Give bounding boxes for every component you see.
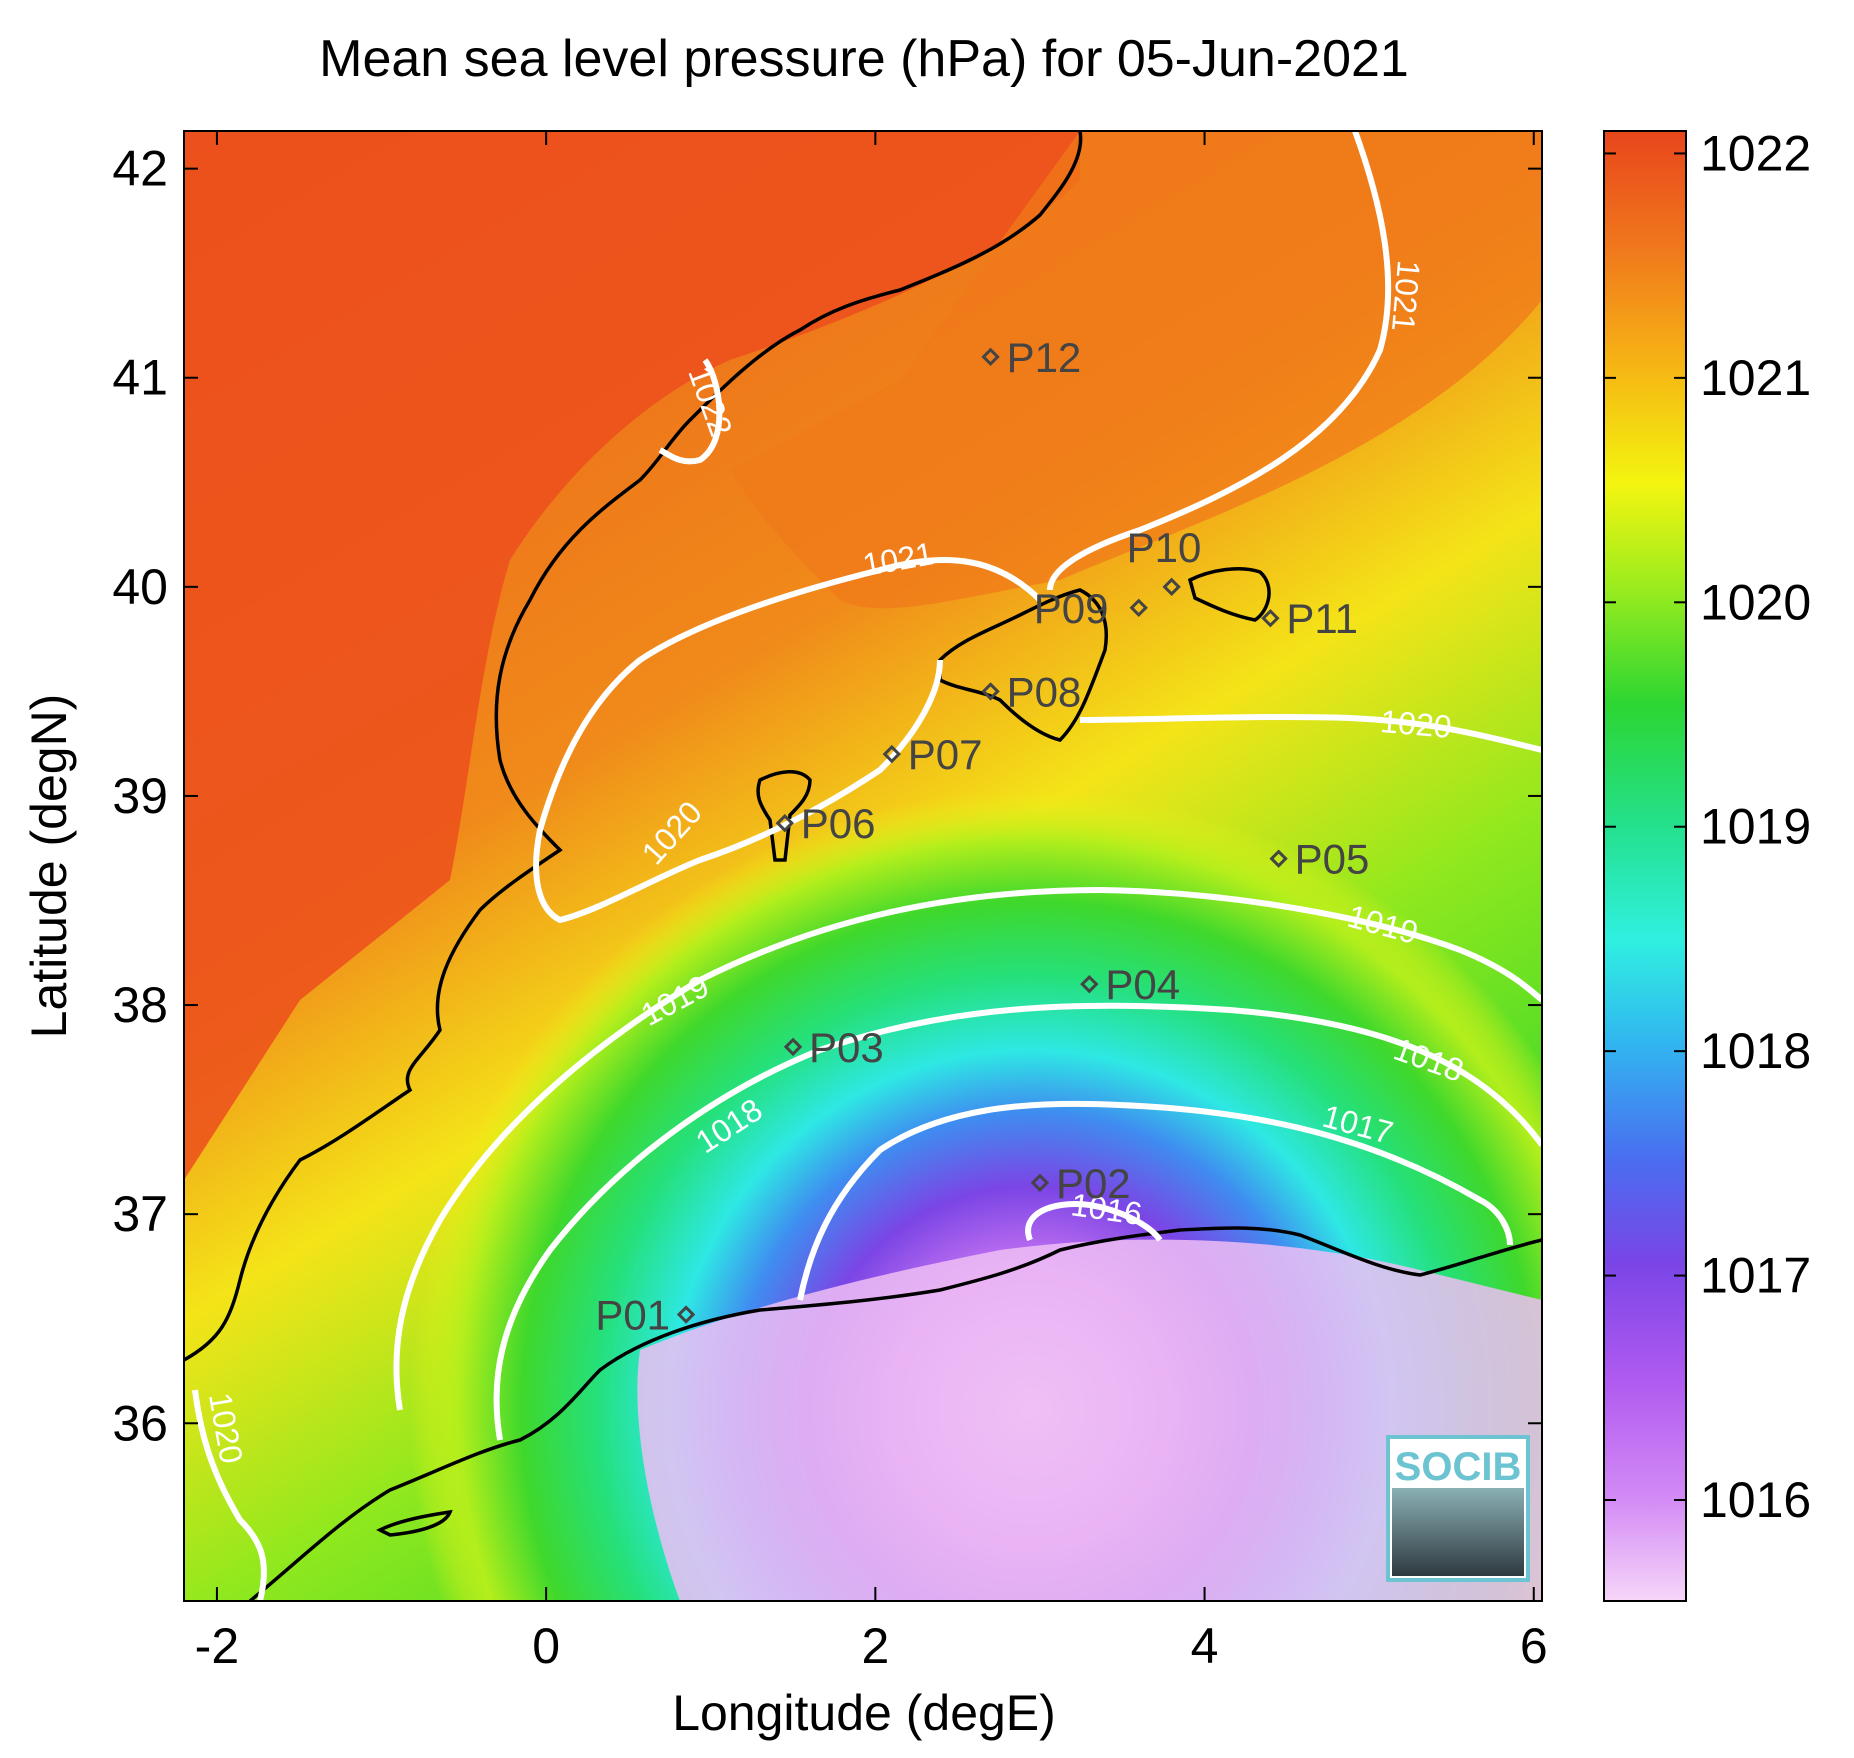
- isobar-1016: [1025, 1201, 1163, 1242]
- station-label: P04: [1105, 961, 1180, 1008]
- isobar-1022: [658, 358, 723, 465]
- x-tick-label: 0: [532, 1618, 560, 1674]
- y-tick-label: 42: [112, 141, 168, 197]
- colorbar-tick-label: 1020: [1700, 574, 1811, 630]
- station-marker: [775, 813, 795, 833]
- x-tick-label: 6: [1520, 1618, 1548, 1674]
- station-label: P07: [908, 731, 983, 778]
- plot-title: Mean sea level pressure (hPa) for 05-Jun…: [319, 30, 1409, 88]
- colorbar-tick-label: 1019: [1700, 799, 1811, 855]
- station-label: P10: [1127, 524, 1202, 571]
- station-label: P02: [1056, 1160, 1131, 1207]
- isobar-1021-east: [1047, 131, 1392, 591]
- plot-area: 1022 1021 1021 1020 1020 1020 1019 1019 …: [184, 131, 1542, 1601]
- station-label: P05: [1295, 836, 1370, 883]
- station-marker: [1269, 849, 1288, 868]
- north-africa-coastline: [248, 1226, 1542, 1601]
- station-marker: [1162, 577, 1181, 597]
- isobar-1020: [1079, 714, 1542, 753]
- station-marker: [981, 347, 1000, 367]
- alboran-island: [376, 1509, 453, 1537]
- ibiza-coastline: [756, 770, 812, 862]
- station-label: P06: [801, 800, 876, 847]
- colorbar-tick-label: 1017: [1700, 1248, 1811, 1304]
- colorbar-tick-label: 1018: [1700, 1023, 1811, 1079]
- isobar-1017: [797, 1100, 1513, 1301]
- x-axis: -2 0 2 4 6: [195, 131, 1548, 1674]
- y-axis: 36 37 38 39 40 41 42: [112, 141, 1542, 1451]
- y-tick-label: 37: [112, 1186, 168, 1242]
- x-tick-label: 4: [1191, 1618, 1219, 1674]
- station-marker: [882, 744, 901, 764]
- station-marker: [676, 1305, 696, 1324]
- station-marker: [1129, 598, 1148, 617]
- y-tick-label: 38: [112, 977, 168, 1033]
- y-tick-label: 41: [112, 350, 168, 406]
- iberian-coastline: [184, 131, 1083, 1362]
- x-tick-label: 2: [861, 1618, 889, 1674]
- station-marker: [783, 1037, 803, 1057]
- station-label: P01: [595, 1292, 670, 1339]
- station-label: P08: [1007, 668, 1082, 715]
- y-tick-label: 39: [112, 768, 168, 824]
- isobar-1021-west: [533, 557, 1043, 924]
- stations: P01 P02 P03 P04 P05 P06 P07 P08 P09 P10 P11 P12: [595, 334, 1369, 1339]
- isobars: [192, 131, 1542, 1601]
- colorbar-gradient: [1603, 130, 1687, 1602]
- mallorca-coastline: [938, 588, 1108, 742]
- station-marker: [981, 682, 1000, 701]
- contour-label-1021-east: 1021: [1385, 259, 1427, 333]
- menorca-coastline: [1187, 566, 1271, 622]
- station-marker: [1080, 974, 1099, 994]
- north-africa-low-region: [637, 1239, 1542, 1601]
- isobar-1019: [393, 886, 1542, 1411]
- colorbar: 1016 1017 1018 1019 1020 1021 1022: [1603, 125, 1811, 1602]
- station-marker: [1261, 609, 1280, 628]
- y-axis-title: Latitude (degN): [21, 694, 77, 1039]
- station-marker: [1030, 1173, 1050, 1192]
- contour-label-1020-east: 1020: [1379, 703, 1453, 745]
- logo-text: SOCIB: [1395, 1445, 1522, 1489]
- station-label: P03: [809, 1024, 884, 1071]
- x-axis-title: Longitude (degE): [672, 1685, 1056, 1741]
- station-label: P09: [1034, 585, 1109, 632]
- y-tick-label: 40: [112, 559, 168, 615]
- station-label: P12: [1007, 334, 1082, 381]
- colorbar-tick-label: 1021: [1700, 350, 1811, 406]
- colorbar-ticks: 1016 1017 1018 1019 1020 1021 1022: [1604, 125, 1811, 1528]
- isobar-1020-sw: [192, 1389, 267, 1601]
- socib-logo: SOCIB: [1386, 1435, 1530, 1582]
- isobar-1018: [493, 1002, 1542, 1441]
- colorbar-tick-label: 1016: [1700, 1472, 1811, 1528]
- y-tick-label: 36: [112, 1395, 168, 1451]
- plot-frame: [183, 130, 1543, 1602]
- x-tick-label: -2: [195, 1618, 239, 1674]
- logo-gradient: [1392, 1488, 1524, 1576]
- coastlines: [184, 131, 1542, 1601]
- station-label: P11: [1286, 595, 1358, 642]
- colorbar-tick-label: 1022: [1700, 125, 1811, 181]
